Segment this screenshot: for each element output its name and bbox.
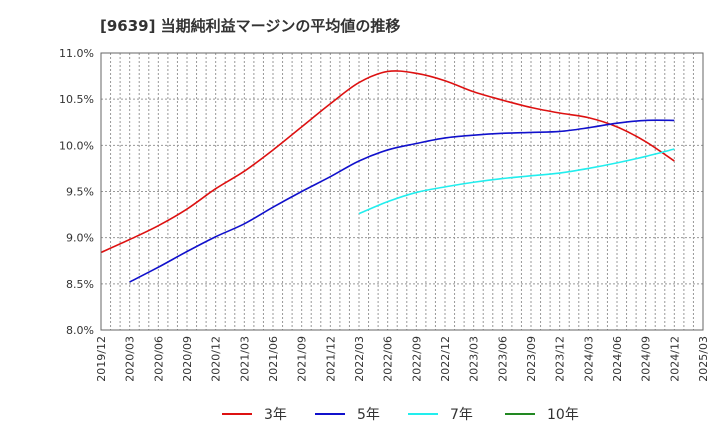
x-tick-label: 2021/06: [267, 336, 280, 382]
legend: 3年 5年 7年 10年: [222, 407, 579, 423]
legend-label: 10年: [547, 407, 579, 423]
y-axis: 8.0% 8.5% 9.0% 9.5% 10.0% 10.5% 11.0%: [59, 47, 94, 337]
legend-label: 5年: [357, 407, 380, 423]
x-tick-label: 2024/03: [582, 336, 595, 382]
series-line: [129, 119, 675, 283]
y-tick-label: 9.0%: [66, 232, 94, 245]
x-tick-label: 2019/12: [95, 336, 108, 382]
x-tick-label: 2022/09: [410, 336, 423, 382]
x-tick-label: 2024/09: [640, 336, 653, 382]
x-tick-label: 2023/12: [554, 336, 567, 382]
y-tick-label: 9.5%: [66, 186, 94, 199]
x-tick-label: 2022/12: [439, 336, 452, 382]
x-tick-label: 2020/12: [210, 336, 223, 382]
y-tick-label: 8.5%: [66, 278, 94, 291]
x-tick-label: 2021/09: [296, 336, 309, 382]
series-lines: [100, 70, 675, 283]
series-line: [358, 148, 675, 215]
x-tick-label: 2024/06: [611, 336, 624, 382]
series-line: [100, 70, 675, 254]
chart-title: [9639] 当期純利益マージンの平均値の推移: [100, 17, 401, 35]
y-tick-label: 11.0%: [59, 47, 94, 60]
y-tick-label: 10.5%: [59, 93, 94, 106]
y-tick-label: 8.0%: [66, 324, 94, 337]
grid: [100, 52, 704, 331]
x-tick-label: 2022/06: [382, 336, 395, 382]
plot-frame: [100, 52, 704, 331]
x-tick-label: 2020/06: [152, 336, 165, 382]
x-tick-label: 2021/03: [238, 336, 251, 382]
x-tick-label: 2024/12: [668, 336, 681, 382]
y-tick-label: 10.0%: [59, 139, 94, 152]
x-tick-label: 2023/03: [468, 336, 481, 382]
x-axis: 2019/12 2020/03 2020/06 2020/09 2020/12 2021/…: [95, 336, 710, 382]
x-tick-label: 2025/03: [697, 336, 710, 382]
legend-label: 7年: [450, 407, 473, 423]
x-tick-label: 2020/09: [181, 336, 194, 382]
x-tick-label: 2023/06: [496, 336, 509, 382]
x-tick-label: 2020/03: [124, 336, 137, 382]
x-tick-label: 2021/12: [324, 336, 337, 382]
x-tick-label: 2022/03: [353, 336, 366, 382]
x-tick-label: 2023/09: [525, 336, 538, 382]
legend-label: 3年: [264, 407, 287, 423]
